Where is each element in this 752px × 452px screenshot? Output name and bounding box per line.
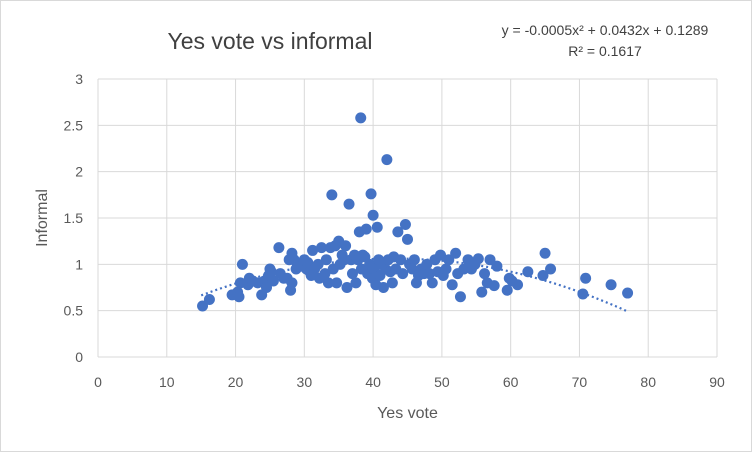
data-point-129 — [577, 288, 589, 300]
data-point-98 — [424, 268, 436, 280]
data-point-127 — [539, 247, 551, 259]
data-point-16 — [265, 266, 277, 278]
data-point-1 — [203, 294, 215, 306]
data-point-25 — [286, 277, 298, 289]
data-point-99 — [426, 277, 438, 289]
data-point-41 — [320, 254, 332, 266]
data-point-128 — [545, 263, 557, 275]
data-point-110 — [458, 263, 470, 275]
data-point-79 — [381, 154, 393, 166]
y-tick-label-6: 3 — [75, 71, 83, 87]
y-tick-label-5: 2.5 — [64, 117, 84, 133]
x-axis-title: Yes vote — [377, 405, 438, 422]
data-point-124 — [512, 279, 524, 291]
data-point-47 — [331, 277, 343, 289]
data-point-77 — [377, 282, 389, 293]
data-point-70 — [367, 209, 379, 221]
data-point-18 — [273, 242, 285, 254]
data-point-131 — [605, 279, 617, 291]
y-tick-label-0: 0 — [75, 349, 83, 365]
y-tick-label-3: 1.5 — [64, 210, 84, 226]
data-point-65 — [360, 223, 372, 235]
data-point-82 — [386, 277, 398, 289]
data-point-61 — [355, 112, 367, 124]
data-point-39 — [316, 242, 328, 254]
data-point-114 — [472, 253, 484, 265]
data-point-121 — [501, 284, 513, 296]
data-point-115 — [476, 286, 488, 298]
x-tick-label-7: 70 — [572, 374, 588, 390]
data-point-85 — [392, 226, 404, 238]
x-tick-label-8: 80 — [640, 374, 656, 390]
data-point-56 — [346, 268, 358, 280]
x-tick-label-9: 90 — [709, 374, 725, 390]
x-tick-label-6: 60 — [503, 374, 519, 390]
x-tick-label-1: 10 — [159, 374, 175, 390]
data-point-17 — [267, 275, 279, 287]
trendline-label: y = -0.0005x² + 0.0432x + 0.1289 R² = 0.… — [470, 20, 740, 62]
data-point-92 — [408, 254, 420, 266]
x-tick-labels: 0 10 20 30 40 50 60 70 80 90 — [94, 374, 725, 390]
data-point-13 — [261, 282, 273, 293]
data-point-53 — [341, 282, 353, 293]
data-point-44 — [326, 189, 338, 201]
trendline-r-squared: R² = 0.1617 — [568, 43, 642, 59]
data-point-4 — [233, 291, 245, 303]
data-point-119 — [488, 280, 500, 292]
data-point-40 — [319, 268, 331, 280]
x-tick-label-2: 20 — [228, 374, 244, 390]
data-point-37 — [312, 258, 324, 270]
trendline-equation: y = -0.0005x² + 0.0432x + 0.1289 — [501, 22, 709, 38]
data-point-116 — [479, 268, 491, 280]
data-point-87 — [397, 268, 409, 280]
chart-title: Yes vote vs informal — [167, 28, 373, 54]
data-point-52 — [340, 240, 352, 252]
data-point-88 — [399, 218, 411, 230]
data-point-35 — [307, 244, 319, 256]
data-point-86 — [395, 254, 407, 266]
y-tick-label-2: 1 — [75, 256, 83, 272]
y-tick-label-1: 0.5 — [64, 303, 84, 319]
data-point-126 — [537, 269, 549, 281]
data-point-107 — [450, 247, 462, 259]
data-point-102 — [435, 249, 447, 261]
data-point-104 — [440, 263, 452, 275]
x-tick-label-0: 0 — [94, 374, 102, 390]
data-point-105 — [443, 254, 455, 266]
data-point-118 — [484, 254, 496, 266]
gridlines — [97, 78, 718, 358]
x-tick-label-3: 30 — [297, 374, 313, 390]
data-point-109 — [454, 291, 466, 303]
data-point-132 — [622, 287, 634, 299]
data-point-68 — [365, 188, 377, 200]
x-tick-label-4: 40 — [365, 374, 381, 390]
data-point-6 — [236, 258, 248, 270]
data-point-130 — [580, 272, 592, 284]
data-point-125 — [522, 266, 534, 278]
data-point-120 — [491, 260, 503, 272]
data-point-54 — [343, 198, 355, 210]
data-point-58 — [350, 277, 362, 289]
data-point-97 — [421, 258, 433, 270]
data-point-106 — [446, 279, 458, 291]
y-tick-labels: 0 0.5 1 1.5 2 2.5 3 — [64, 71, 84, 365]
y-axis-title: Informal — [34, 189, 51, 247]
data-point-0 — [197, 300, 209, 312]
data-point-32 — [302, 256, 314, 268]
data-point-42 — [322, 277, 334, 289]
x-tick-label-5: 50 — [434, 374, 450, 390]
data-point-73 — [371, 221, 383, 233]
data-point-89 — [402, 233, 413, 245]
data-points — [197, 112, 634, 312]
y-tick-label-4: 2 — [75, 164, 83, 180]
